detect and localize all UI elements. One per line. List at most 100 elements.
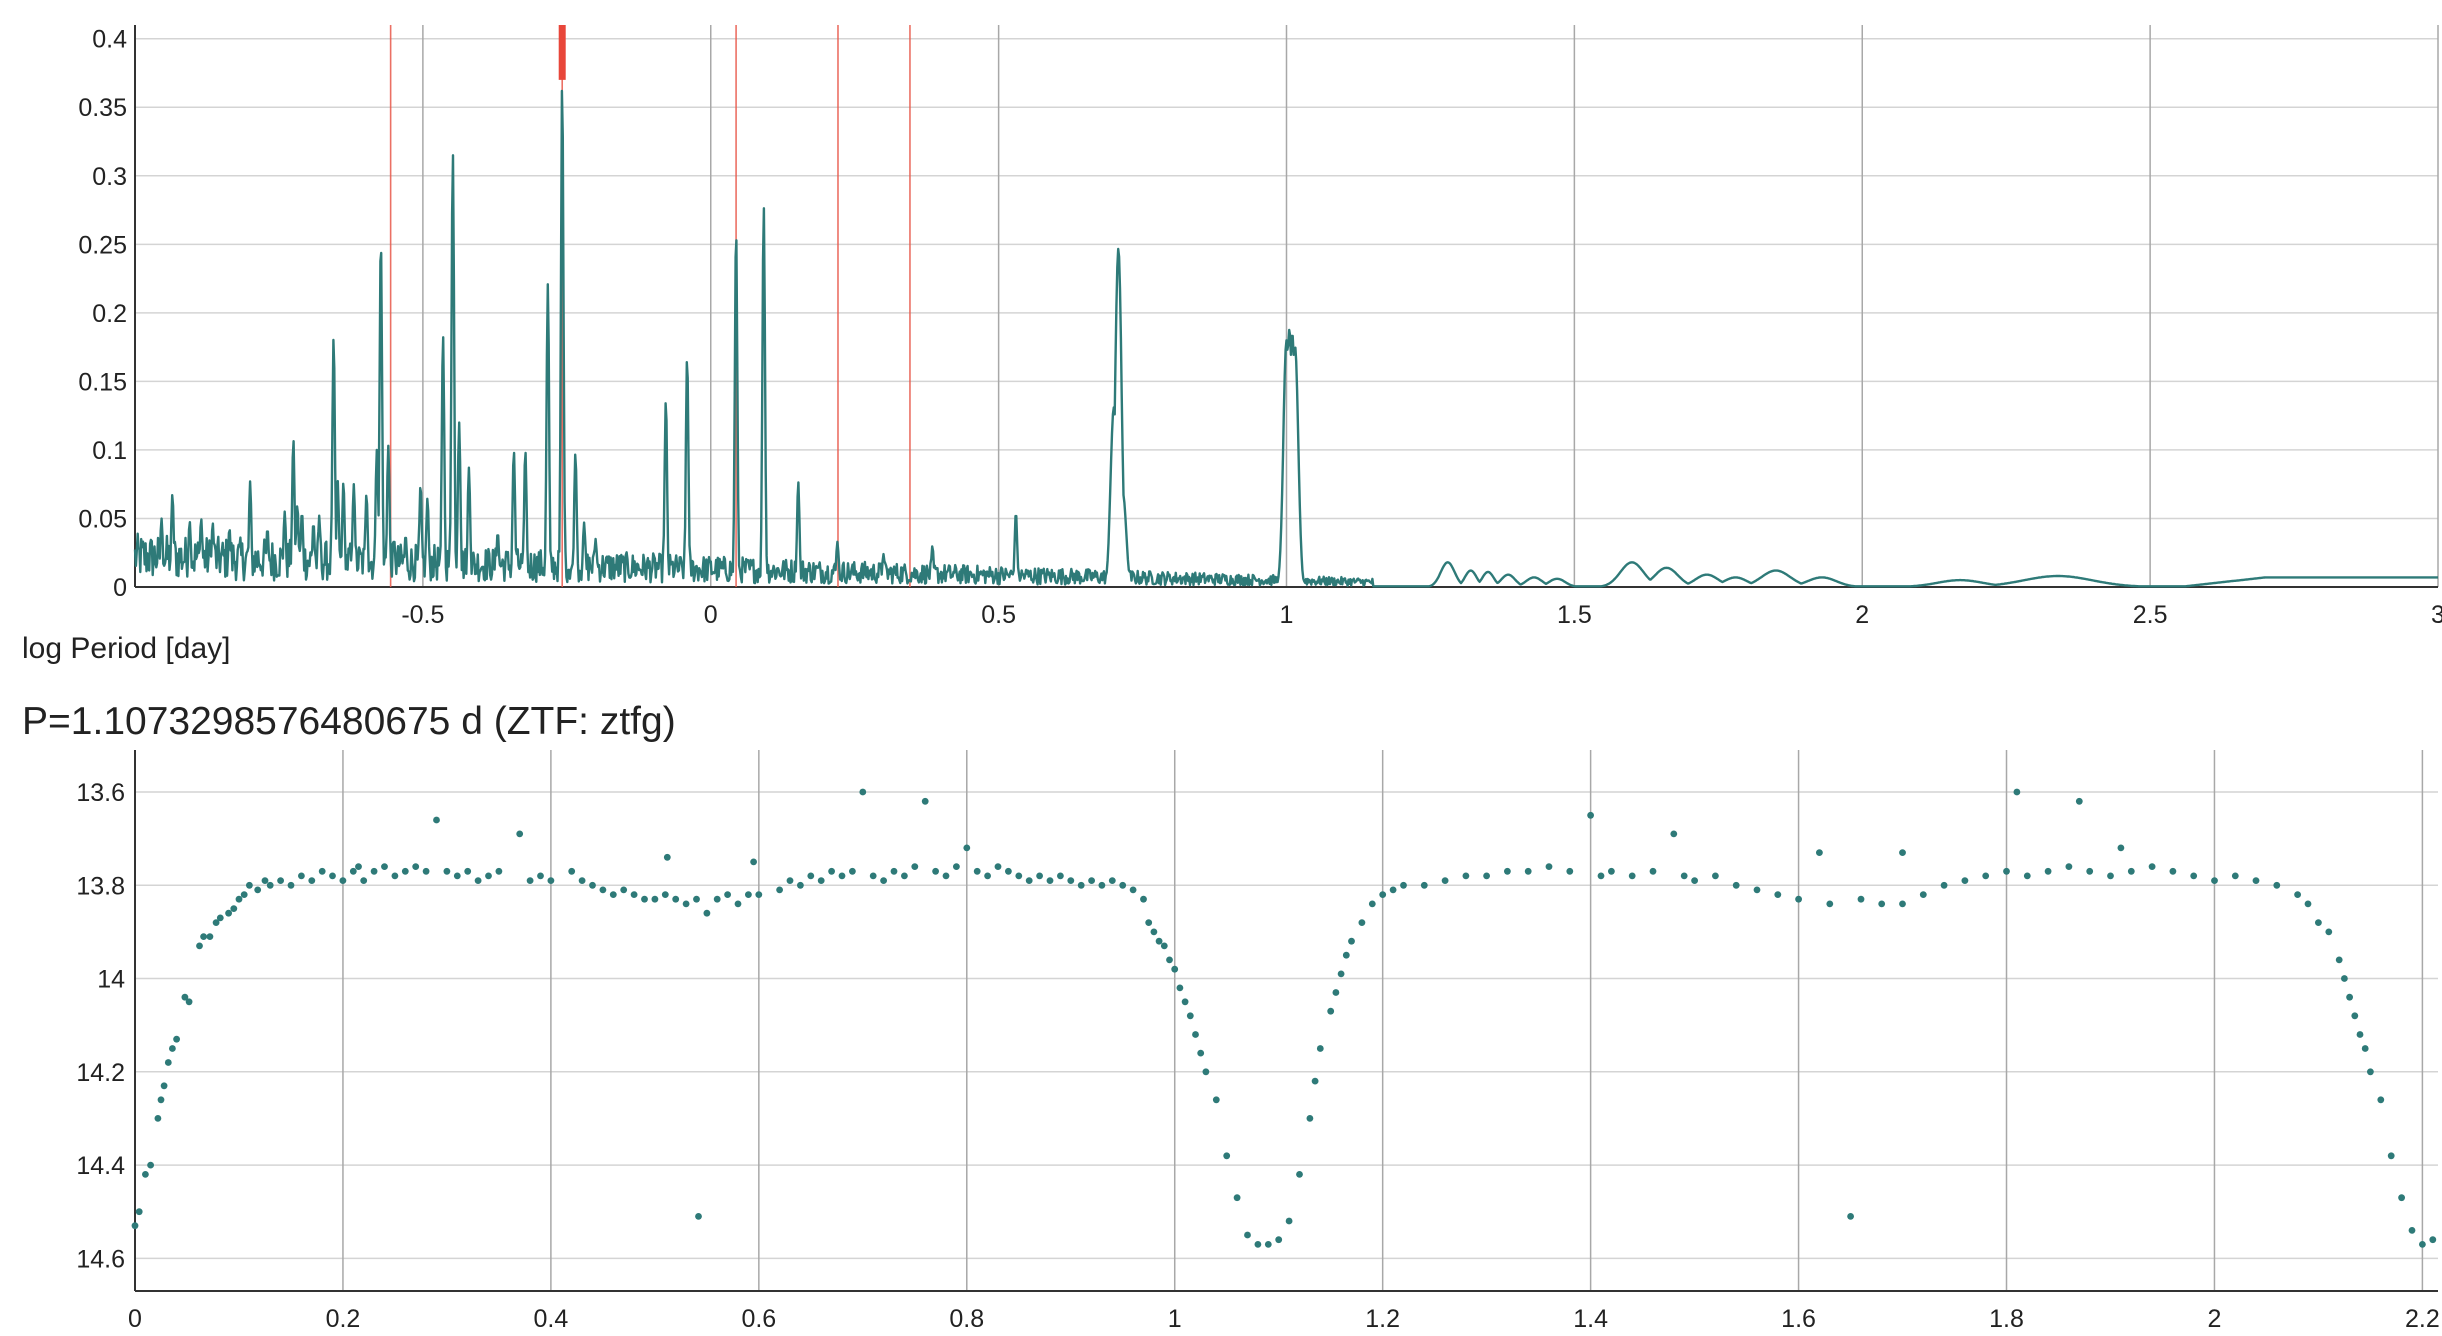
light-curve-point <box>240 891 248 898</box>
light-curve-point <box>1608 867 1615 875</box>
light-curve-point <box>1348 937 1355 945</box>
periodogram-x-axis-label: log Period [day] <box>22 632 230 665</box>
light-curve-point <box>2351 1012 2359 1020</box>
light-curve-point <box>641 895 648 903</box>
light-curve-point <box>1223 1152 1231 1160</box>
light-curve-point <box>1878 900 1886 908</box>
light-curve-point <box>318 867 326 875</box>
light-curve-point <box>1233 1194 1241 1202</box>
x-tick-label: 2 <box>2208 1305 2222 1333</box>
light-curve-point <box>2419 1241 2426 1248</box>
y-tick-label: 0.05 <box>78 505 127 533</box>
light-curve-point <box>1067 877 1075 884</box>
light-curve-point <box>433 816 440 824</box>
light-curve-point <box>157 1096 165 1104</box>
light-curve-point <box>349 867 357 875</box>
light-curve-point <box>2190 872 2198 880</box>
light-curve-point <box>2429 1236 2437 1244</box>
light-curve-point <box>485 872 492 880</box>
light-curve-point <box>464 867 472 875</box>
light-curve-title: P=1.1073298576480675 d (ZTF: ztfg) <box>22 700 676 743</box>
x-tick-label: 2.5 <box>2133 601 2168 629</box>
light-curve-point <box>620 886 628 894</box>
light-curve-point <box>1145 919 1153 926</box>
light-curve-point <box>1192 1031 1199 1038</box>
light-curve-point <box>589 881 596 889</box>
periodogram-chart: 0 0.05 0.1 0.15 0.2 0.25 0.3 0.35 0.4 -0.5 0 0.5 1 1.… <box>78 25 2442 629</box>
light-curve-point <box>973 867 981 875</box>
light-curve-point <box>1254 1241 1262 1248</box>
light-curve-point <box>135 1208 143 1216</box>
light-curve-point <box>1545 863 1553 870</box>
light-curve-point <box>713 895 721 903</box>
light-curve-point <box>2231 872 2239 880</box>
light-curve-point <box>2377 1096 2385 1104</box>
x-tick-label: 0 <box>704 601 718 629</box>
light-curve-point <box>1566 867 1574 875</box>
light-curve-point <box>2065 863 2073 870</box>
light-curve-point <box>235 895 243 903</box>
light-curve-point <box>1795 895 1802 903</box>
light-curve-point <box>890 867 898 875</box>
light-curve-point <box>2315 919 2322 926</box>
light-curve-point <box>745 891 752 898</box>
light-curve-point <box>266 881 274 889</box>
light-curve-point <box>1327 1007 1335 1015</box>
light-curve-point <box>828 867 835 875</box>
x-tick-label: 1 <box>1280 601 1294 629</box>
light-curve-point <box>185 998 193 1006</box>
x-tick-label: 2.2 <box>2405 1305 2440 1333</box>
light-curve-point <box>1368 900 1376 908</box>
light-curve-point <box>963 844 971 852</box>
light-curve-point <box>1337 970 1345 978</box>
light-curve-point <box>1597 872 1605 880</box>
light-curve-point <box>807 872 815 880</box>
light-curve-point <box>1847 1213 1854 1220</box>
light-curve-point <box>537 872 544 880</box>
light-curve-point <box>1046 877 1054 884</box>
light-curve-point <box>911 863 919 870</box>
light-curve-point <box>2387 1152 2395 1160</box>
light-curve-point <box>693 895 700 903</box>
light-curve-point <box>724 891 731 898</box>
light-curve-point <box>859 788 867 796</box>
light-curve-point <box>1826 900 1834 908</box>
light-curve-point <box>453 872 461 880</box>
y-tick-label: 0.15 <box>78 368 127 396</box>
light-curve-point <box>1186 1012 1194 1020</box>
light-curve-point <box>230 905 238 912</box>
y-tick-label: 0.2 <box>92 300 127 328</box>
light-curve-point <box>838 872 846 880</box>
light-curve-point <box>578 877 586 884</box>
light-curve-point <box>1171 965 1179 973</box>
light-curve-point <box>1119 881 1127 889</box>
light-curve-point <box>1316 1045 1324 1052</box>
light-curve-point <box>1379 891 1387 898</box>
light-curve-point <box>797 881 804 889</box>
light-curve-point <box>2211 877 2218 884</box>
y-tick-label: 13.8 <box>76 872 125 900</box>
light-curve-point <box>2294 891 2302 898</box>
light-curve-point <box>1077 881 1085 889</box>
light-curve-point <box>984 872 991 880</box>
light-curve-point <box>246 881 253 889</box>
light-curve-point <box>2148 863 2156 870</box>
y-tick-label: 14 <box>97 966 125 994</box>
light-curve-point <box>1057 872 1064 880</box>
y-tick-label: 0.1 <box>92 437 127 465</box>
light-curve-point <box>661 891 669 898</box>
light-curve-point <box>1441 877 1449 884</box>
light-curve-point <box>1005 867 1012 875</box>
light-curve-point <box>901 872 908 880</box>
light-curve-point <box>1940 881 1948 889</box>
light-curve-point <box>1332 989 1340 996</box>
light-curve-point <box>1753 886 1761 894</box>
light-curve-point <box>164 1059 172 1066</box>
light-curve-point <box>2075 797 2083 805</box>
light-curve-point <box>2086 867 2094 875</box>
x-tick-label: 1.8 <box>1989 1305 2024 1333</box>
light-curve-point <box>817 877 825 884</box>
light-curve-point <box>750 858 757 866</box>
light-curve-point <box>1342 951 1350 959</box>
